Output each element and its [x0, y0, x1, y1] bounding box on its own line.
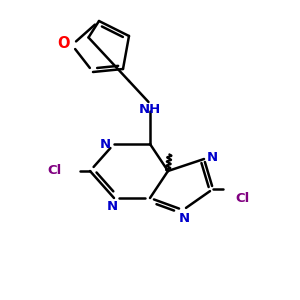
Text: N: N: [100, 137, 111, 151]
Text: N: N: [207, 151, 218, 164]
Text: NH: NH: [139, 103, 161, 116]
Text: Cl: Cl: [236, 191, 250, 205]
Text: N: N: [179, 212, 190, 225]
Text: N: N: [107, 200, 118, 213]
Text: O: O: [57, 36, 70, 51]
Text: Cl: Cl: [47, 164, 61, 178]
